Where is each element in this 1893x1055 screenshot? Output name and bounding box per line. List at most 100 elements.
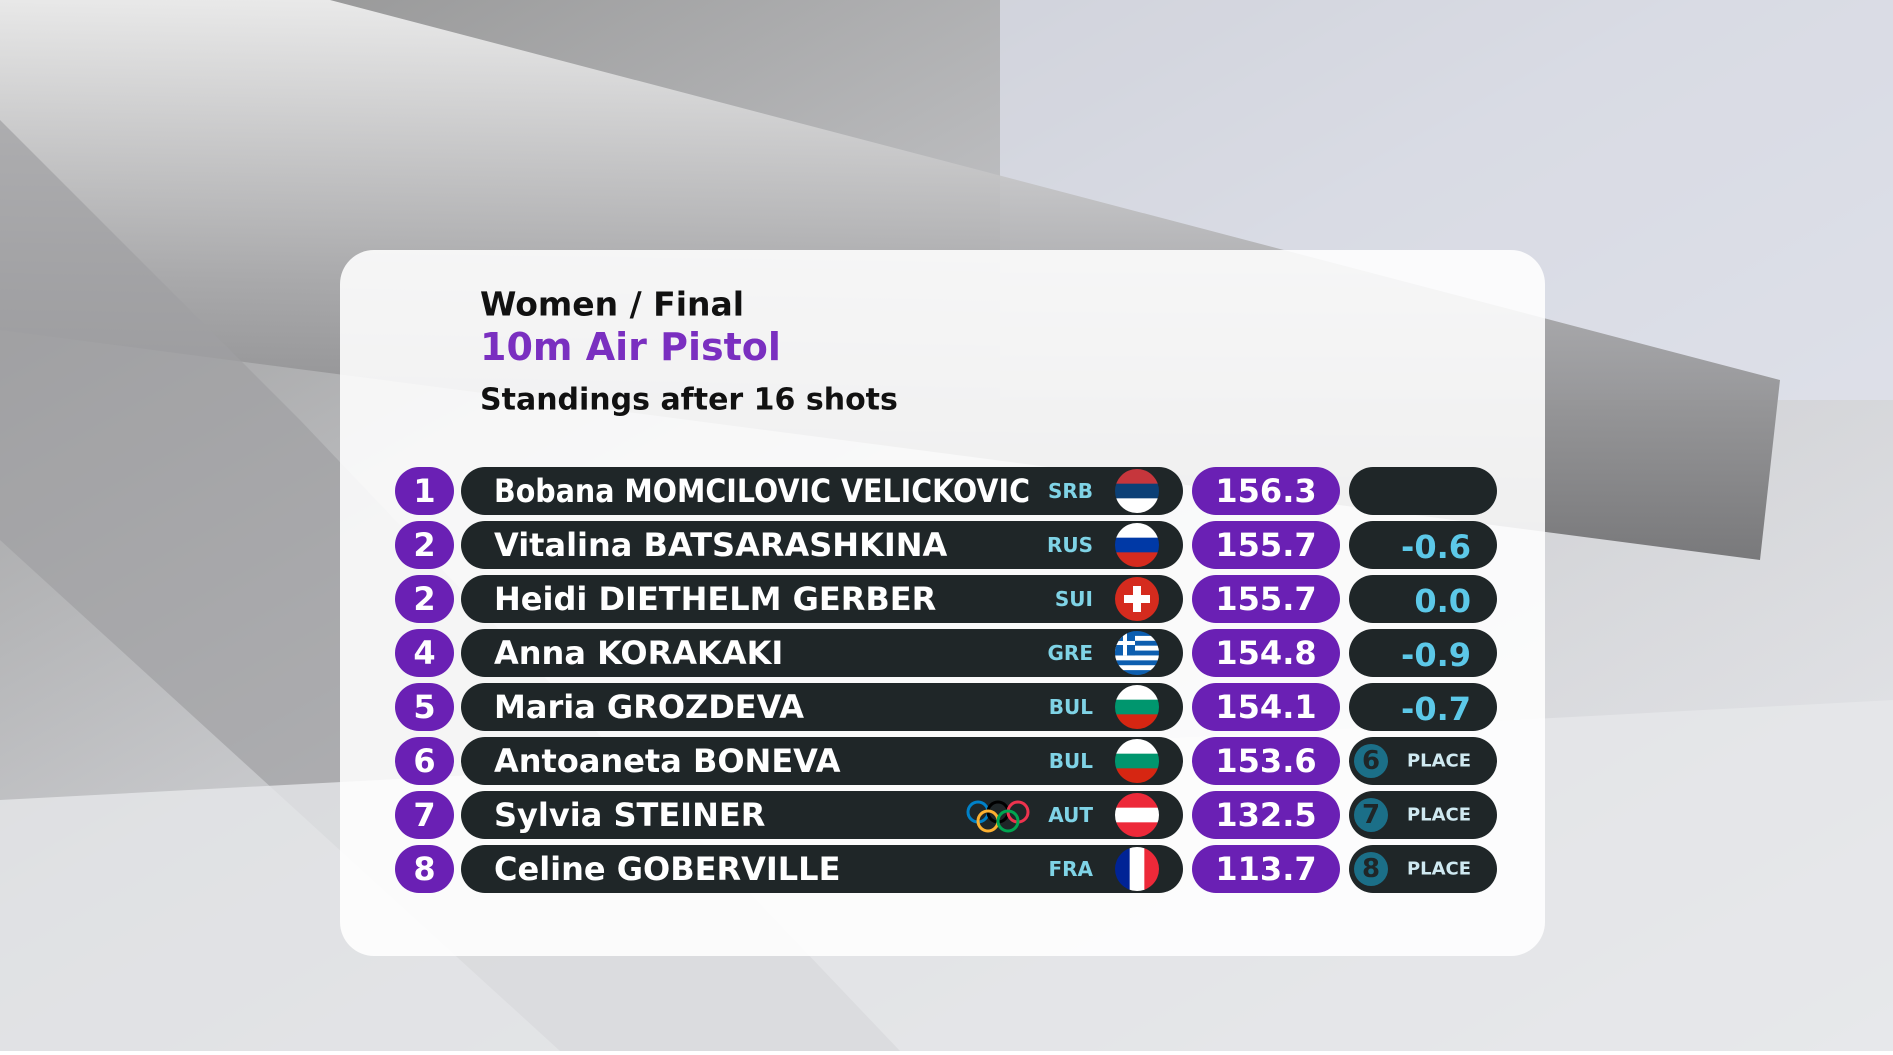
name-bar — [461, 737, 1183, 785]
diff-box — [1349, 683, 1497, 731]
noc-code: RUS — [1047, 533, 1093, 557]
rank-pill — [395, 791, 454, 839]
flag-stripe — [1129, 847, 1145, 891]
rank-pill — [395, 575, 454, 623]
diff-box — [1349, 575, 1497, 623]
score-difference: -0.7 — [1401, 690, 1471, 728]
olympic-rings — [966, 800, 1030, 833]
name-bar — [461, 845, 1183, 893]
flag-cross — [1124, 595, 1150, 603]
place-label: PLACE — [1407, 805, 1471, 826]
diff-box — [1349, 521, 1497, 569]
rank: 2 — [413, 580, 435, 618]
standings-row: 1 Bobana MOMCILOVIC VELICKOVIC SRB 156.3 — [395, 467, 1497, 515]
place-label: PLACE — [1407, 751, 1471, 772]
athlete-name: Celine GOBERVILLE — [494, 850, 840, 888]
flag-stripe — [1115, 635, 1159, 642]
flag-stripe — [1115, 552, 1159, 567]
score-pill — [1192, 575, 1340, 623]
name-bar — [461, 467, 1183, 515]
noc-code: GRE — [1048, 641, 1093, 665]
flag-stripe — [1115, 768, 1159, 783]
noc-code: AUT — [1048, 803, 1093, 827]
rank-pill — [395, 629, 454, 677]
place-rank: 6 — [1362, 746, 1380, 776]
discipline-title: 10m Air Pistol — [480, 325, 781, 369]
score: 153.6 — [1215, 742, 1316, 780]
rank: 6 — [413, 742, 435, 780]
score-pill — [1192, 467, 1340, 515]
place-badge — [1354, 852, 1388, 886]
status-subtitle: Standings after 16 shots — [480, 383, 898, 418]
flag-stripe — [1115, 645, 1159, 652]
flag-stripe — [1115, 537, 1159, 553]
flag — [1115, 469, 1159, 513]
standings-row: 7 Sylvia STEINER AUT 132.5 7 PLACE — [395, 791, 1497, 839]
flag — [1115, 847, 1159, 891]
flag — [1115, 793, 1159, 837]
score-difference: 0.0 — [1414, 582, 1471, 620]
athlete-name: Heidi DIETHELM GERBER — [494, 580, 936, 618]
rank-pill — [395, 737, 454, 785]
rank-pill — [395, 467, 454, 515]
ring — [996, 809, 1020, 833]
flag-stripe — [1115, 655, 1159, 661]
standings-row: 2 Heidi DIETHELM GERBER SUI 155.7 0.0 — [395, 575, 1497, 623]
flag — [1115, 577, 1159, 621]
score-pill — [1192, 791, 1340, 839]
rank: 1 — [413, 472, 435, 510]
flag-stripe — [1115, 650, 1159, 656]
rank-pill — [395, 521, 454, 569]
flag-stripe — [1115, 699, 1159, 715]
noc-code: BUL — [1049, 695, 1093, 719]
flag — [1115, 739, 1159, 783]
athlete-name: Sylvia STEINER — [494, 796, 765, 834]
diff-box — [1349, 791, 1497, 839]
flag-stripe — [1115, 469, 1159, 485]
place-rank: 7 — [1362, 800, 1380, 830]
diff-box — [1349, 737, 1497, 785]
flag — [1115, 523, 1159, 567]
flag-stripe — [1115, 793, 1159, 809]
flag-stripe — [1115, 822, 1159, 837]
name-bar — [461, 683, 1183, 731]
standings-row: 6 Antoaneta BONEVA BUL 153.6 6 PLACE — [395, 737, 1497, 785]
score: 155.7 — [1215, 580, 1316, 618]
place-label: PLACE — [1407, 859, 1471, 880]
flag-stripe — [1115, 753, 1159, 769]
score-difference: -0.6 — [1401, 528, 1471, 566]
standings-row: 5 Maria GROZDEVA BUL 154.1 -0.7 — [395, 683, 1497, 731]
flag-stripe — [1115, 847, 1131, 891]
score-pill — [1192, 845, 1340, 893]
score-pill — [1192, 629, 1340, 677]
flag — [1115, 685, 1159, 729]
flag-stripe — [1115, 714, 1159, 729]
score-pill — [1192, 521, 1340, 569]
standings-row: 4 Anna KORAKAKI GRE 154.8 -0.9 — [395, 629, 1497, 677]
noc-code: SRB — [1048, 479, 1093, 503]
place-badge — [1354, 744, 1388, 778]
rank-pill — [395, 683, 454, 731]
athlete-name: Bobana MOMCILOVIC VELICKOVIC — [494, 472, 1030, 510]
score: 113.7 — [1215, 850, 1316, 888]
athlete-name: Vitalina BATSARASHKINA — [494, 526, 948, 564]
athlete-name: Antoaneta BONEVA — [494, 742, 841, 780]
flag-stripe — [1115, 660, 1159, 666]
flag-stripe — [1115, 483, 1159, 499]
standings-row: 2 Vitalina BATSARASHKINA RUS 155.7 -0.6 — [395, 521, 1497, 569]
name-bar — [461, 521, 1183, 569]
flag-stripe — [1115, 685, 1159, 701]
flag-stripe — [1115, 807, 1159, 823]
score: 154.1 — [1215, 688, 1316, 726]
rank: 8 — [413, 850, 435, 888]
noc-code: SUI — [1055, 587, 1093, 611]
score: 155.7 — [1215, 526, 1316, 564]
diff-box — [1349, 845, 1497, 893]
flag-stripe — [1144, 847, 1159, 891]
name-bar — [461, 629, 1183, 677]
standings-table: 1 Bobana MOMCILOVIC VELICKOVIC SRB 156.3 2 Vi… — [395, 467, 1497, 893]
name-bar — [461, 575, 1183, 623]
score: 154.8 — [1215, 634, 1316, 672]
